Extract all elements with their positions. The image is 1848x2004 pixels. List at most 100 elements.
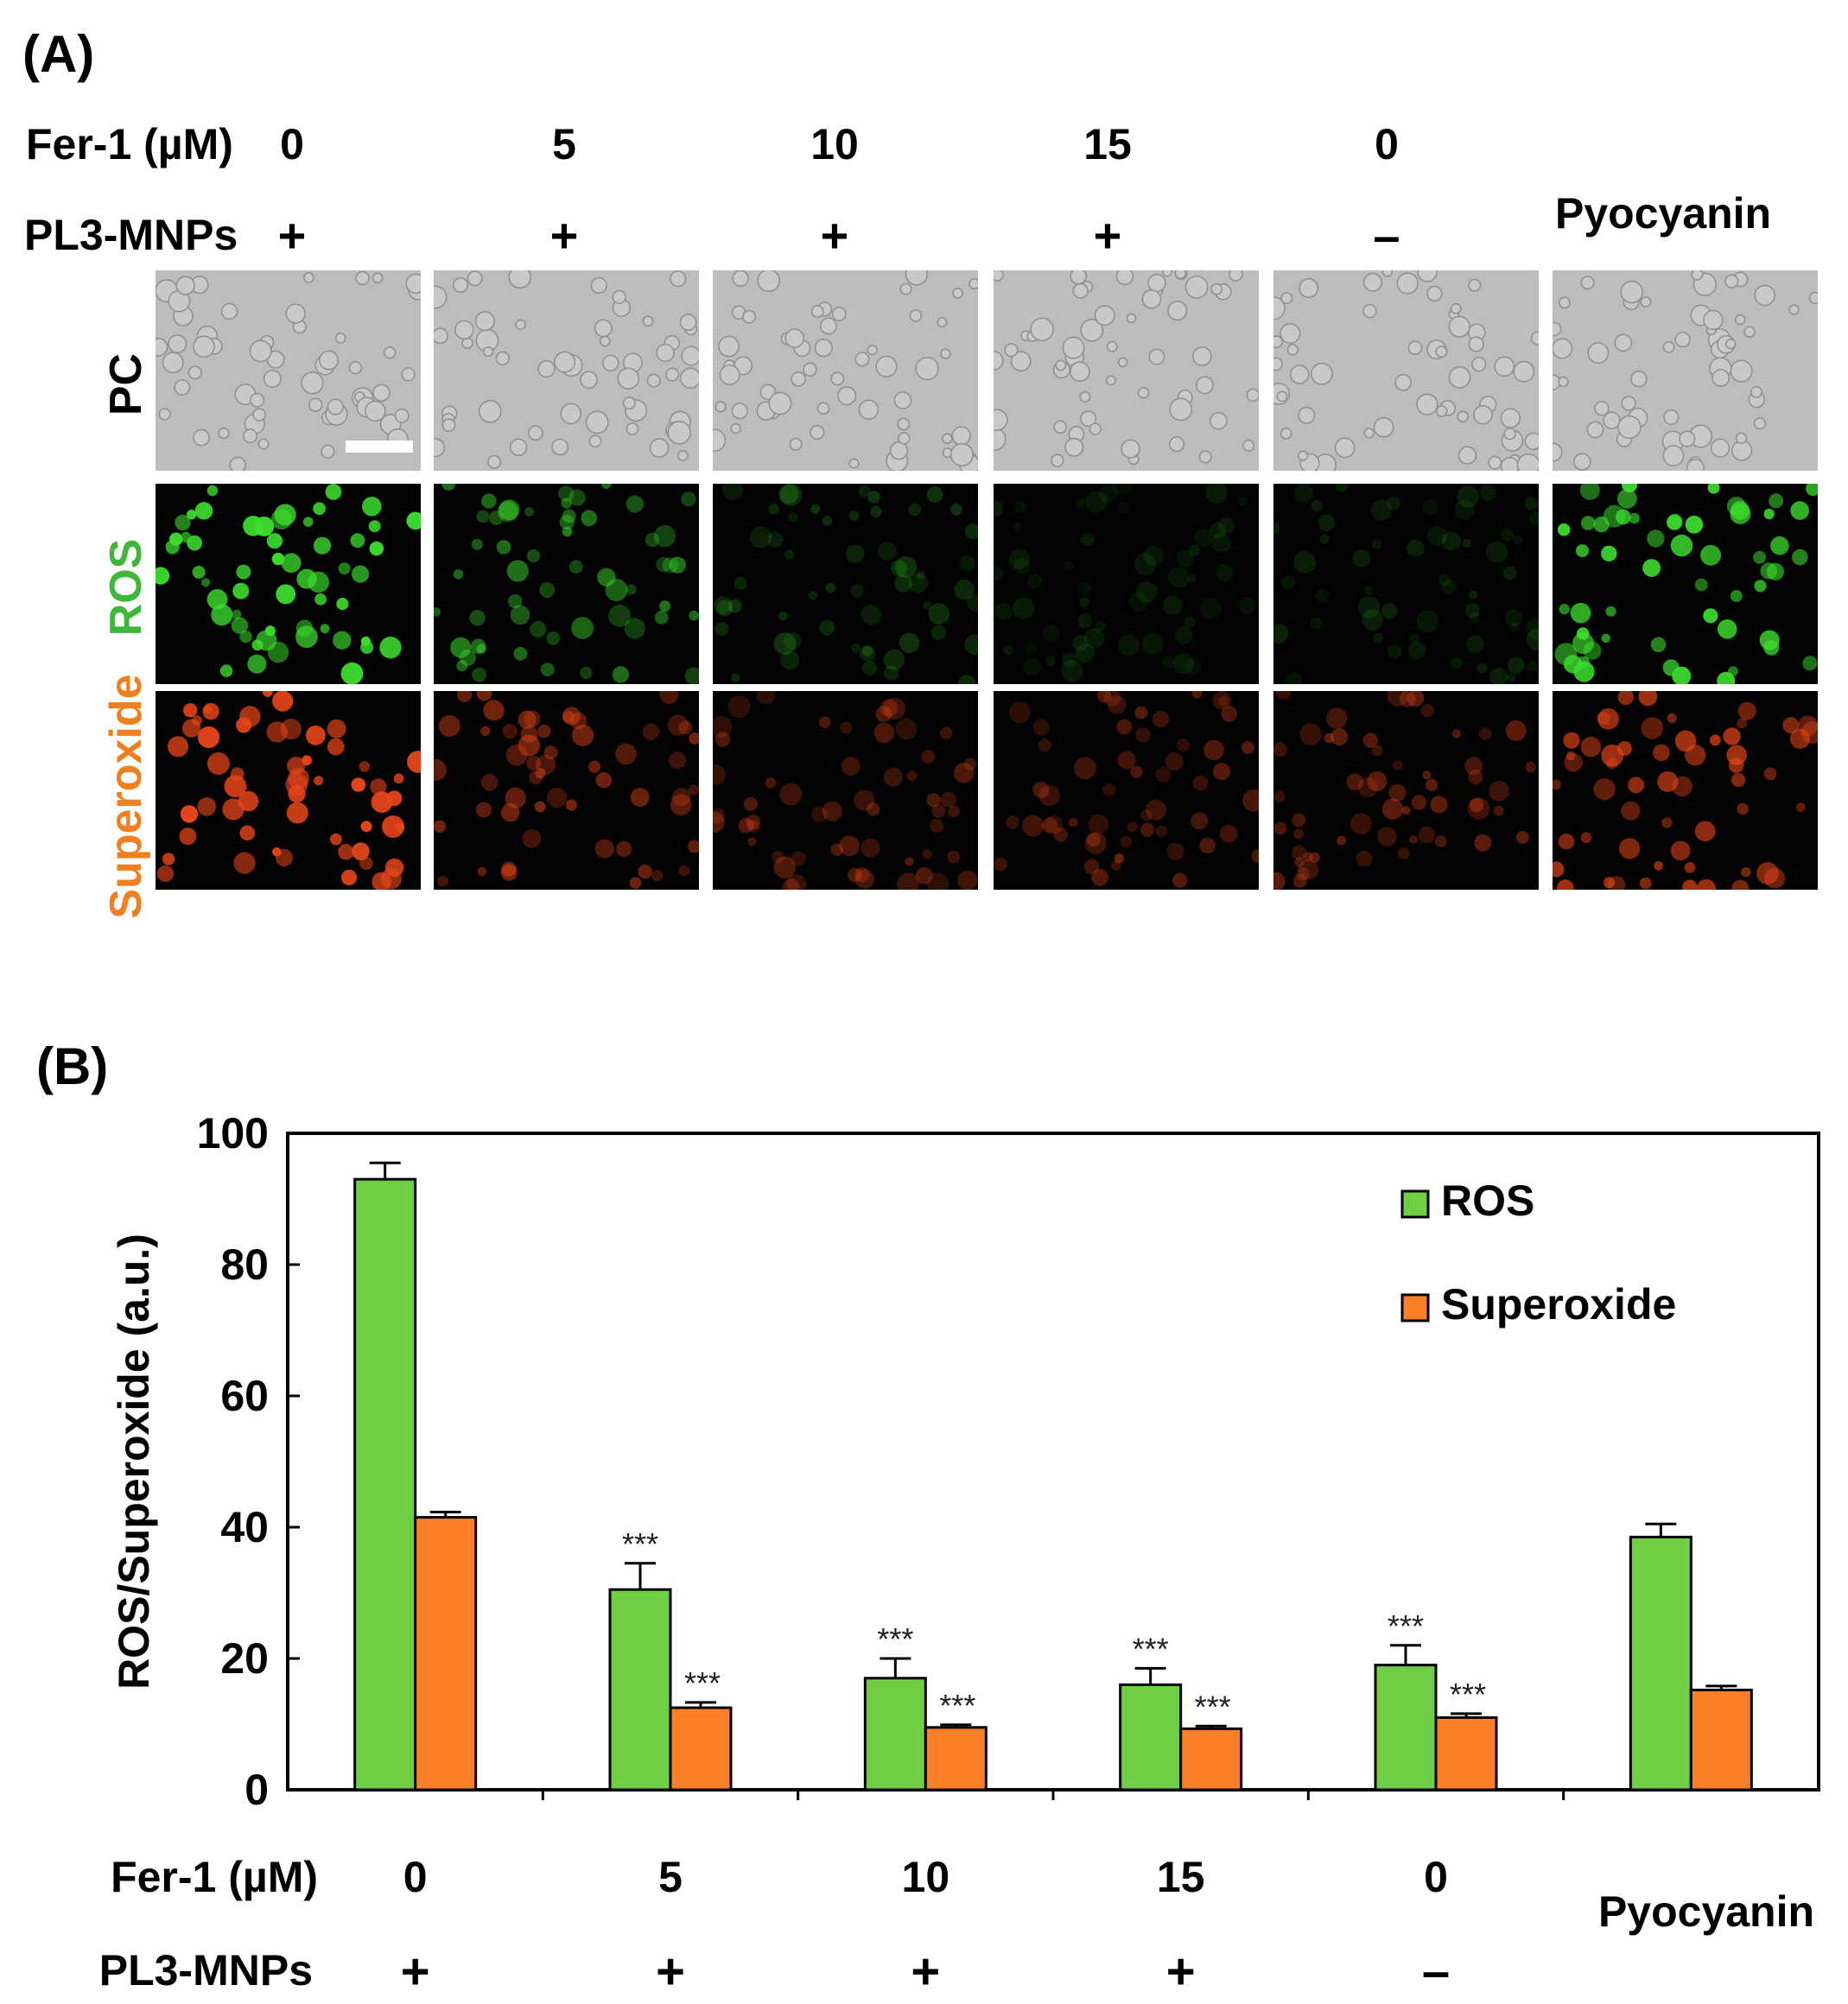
- cell-blob: [1280, 292, 1293, 305]
- cell-blob: [1638, 691, 1658, 707]
- cell-blob: [1064, 560, 1074, 571]
- cell-blob: [949, 442, 974, 467]
- cell-blob: [731, 403, 748, 420]
- cell-blob: [952, 288, 963, 299]
- panel-a-pl3-sign: +: [277, 208, 307, 263]
- cell-blob: [841, 757, 860, 776]
- cell-blob: [1737, 718, 1748, 729]
- cell-blob: [1310, 617, 1323, 630]
- cell-blob: [1753, 550, 1766, 564]
- cell-blob: [1116, 719, 1133, 735]
- cell-blob: [1576, 544, 1589, 558]
- cell-blob: [678, 865, 690, 877]
- cell-blob: [860, 838, 880, 858]
- cell-blob: [1221, 706, 1237, 722]
- cell-blob: [500, 864, 518, 881]
- cell-blob: [854, 866, 870, 883]
- cell-blob: [536, 754, 556, 775]
- cell-blob: [1684, 862, 1696, 873]
- cell-blob: [1310, 362, 1333, 385]
- y-tick-label: 20: [220, 1634, 269, 1683]
- superoxide-bar: [1689, 1688, 1753, 1792]
- cell-blob: [884, 665, 899, 681]
- cell-blob: [1320, 534, 1330, 544]
- cell-blob: [303, 272, 314, 283]
- cell-blob: [646, 373, 661, 388]
- cell-blob: [1615, 509, 1631, 525]
- superoxide-micrograph: [1273, 691, 1539, 890]
- cell-blob: [1457, 410, 1469, 423]
- cell-blob: [1292, 873, 1307, 888]
- cell-blob: [890, 560, 907, 577]
- cell-blob: [1731, 772, 1746, 787]
- scale-bar: [346, 441, 413, 453]
- cell-blob: [581, 510, 598, 527]
- cell-blob: [1448, 366, 1471, 389]
- cell-blob: [239, 825, 256, 841]
- cell-blob: [360, 821, 372, 833]
- cell-blob: [518, 734, 541, 757]
- cell-blob: [1476, 663, 1488, 674]
- cell-blob: [772, 851, 784, 864]
- pc-micrograph: [434, 270, 699, 471]
- cell-blob: [1753, 417, 1767, 430]
- cell-blob: [1474, 834, 1492, 852]
- cell-blob: [688, 784, 699, 796]
- cell-blob: [733, 577, 747, 590]
- cell-blob: [379, 637, 402, 659]
- cell-blob: [1145, 799, 1167, 821]
- cell-blob: [180, 531, 192, 543]
- cell-blob: [1357, 777, 1378, 798]
- cell-blob: [334, 333, 346, 344]
- cell-blob: [873, 722, 895, 744]
- cell-blob: [1216, 564, 1234, 582]
- cell-blob: [1163, 595, 1183, 615]
- cell-blob: [787, 512, 798, 523]
- cell-blob: [1298, 859, 1319, 880]
- cell-blob: [778, 611, 788, 621]
- cell-blob: [854, 790, 875, 811]
- cell-blob: [1756, 862, 1779, 885]
- cell-blob: [313, 502, 326, 516]
- cell-blob: [1381, 602, 1398, 619]
- cell-blob: [1641, 717, 1664, 739]
- cell-blob: [206, 589, 228, 610]
- cell-blob: [906, 771, 918, 781]
- cell-blob: [654, 610, 669, 625]
- cell-blob: [434, 327, 448, 345]
- cell-blob: [1467, 797, 1490, 820]
- cell-blob: [1210, 282, 1223, 295]
- cell-blob: [1559, 296, 1571, 309]
- cell-blob: [1169, 436, 1185, 453]
- cell-blob: [1027, 574, 1043, 589]
- cell-blob: [1579, 484, 1600, 500]
- cell-blob: [1045, 656, 1056, 667]
- superoxide-bar: [669, 1706, 733, 1792]
- cell-blob: [1167, 301, 1188, 321]
- cell-blob: [928, 603, 950, 625]
- cell-blob: [1205, 484, 1229, 504]
- cell-blob: [1553, 321, 1562, 337]
- cell-blob: [1038, 785, 1060, 806]
- cell-blob: [1309, 852, 1320, 863]
- cell-blob: [1593, 516, 1610, 533]
- cell-blob: [811, 806, 828, 822]
- cell-blob: [308, 397, 323, 412]
- cell-blob: [180, 805, 199, 823]
- cell-blob: [1130, 765, 1143, 778]
- cell-blob: [1324, 732, 1335, 744]
- cell-blob: [1169, 397, 1193, 422]
- cell-blob: [301, 371, 324, 395]
- cell-blob: [219, 664, 233, 677]
- cell-blob: [321, 444, 335, 459]
- cell-blob: [434, 820, 447, 833]
- cell-blob: [1573, 661, 1595, 682]
- cell-blob: [713, 428, 727, 452]
- cell-blob: [314, 776, 324, 786]
- cell-blob: [1217, 695, 1229, 707]
- cell-blob: [1219, 824, 1238, 843]
- cell-blob: [727, 695, 751, 719]
- cell-blob: [1565, 751, 1576, 761]
- cell-blob: [243, 428, 258, 444]
- cell-blob: [1685, 516, 1704, 534]
